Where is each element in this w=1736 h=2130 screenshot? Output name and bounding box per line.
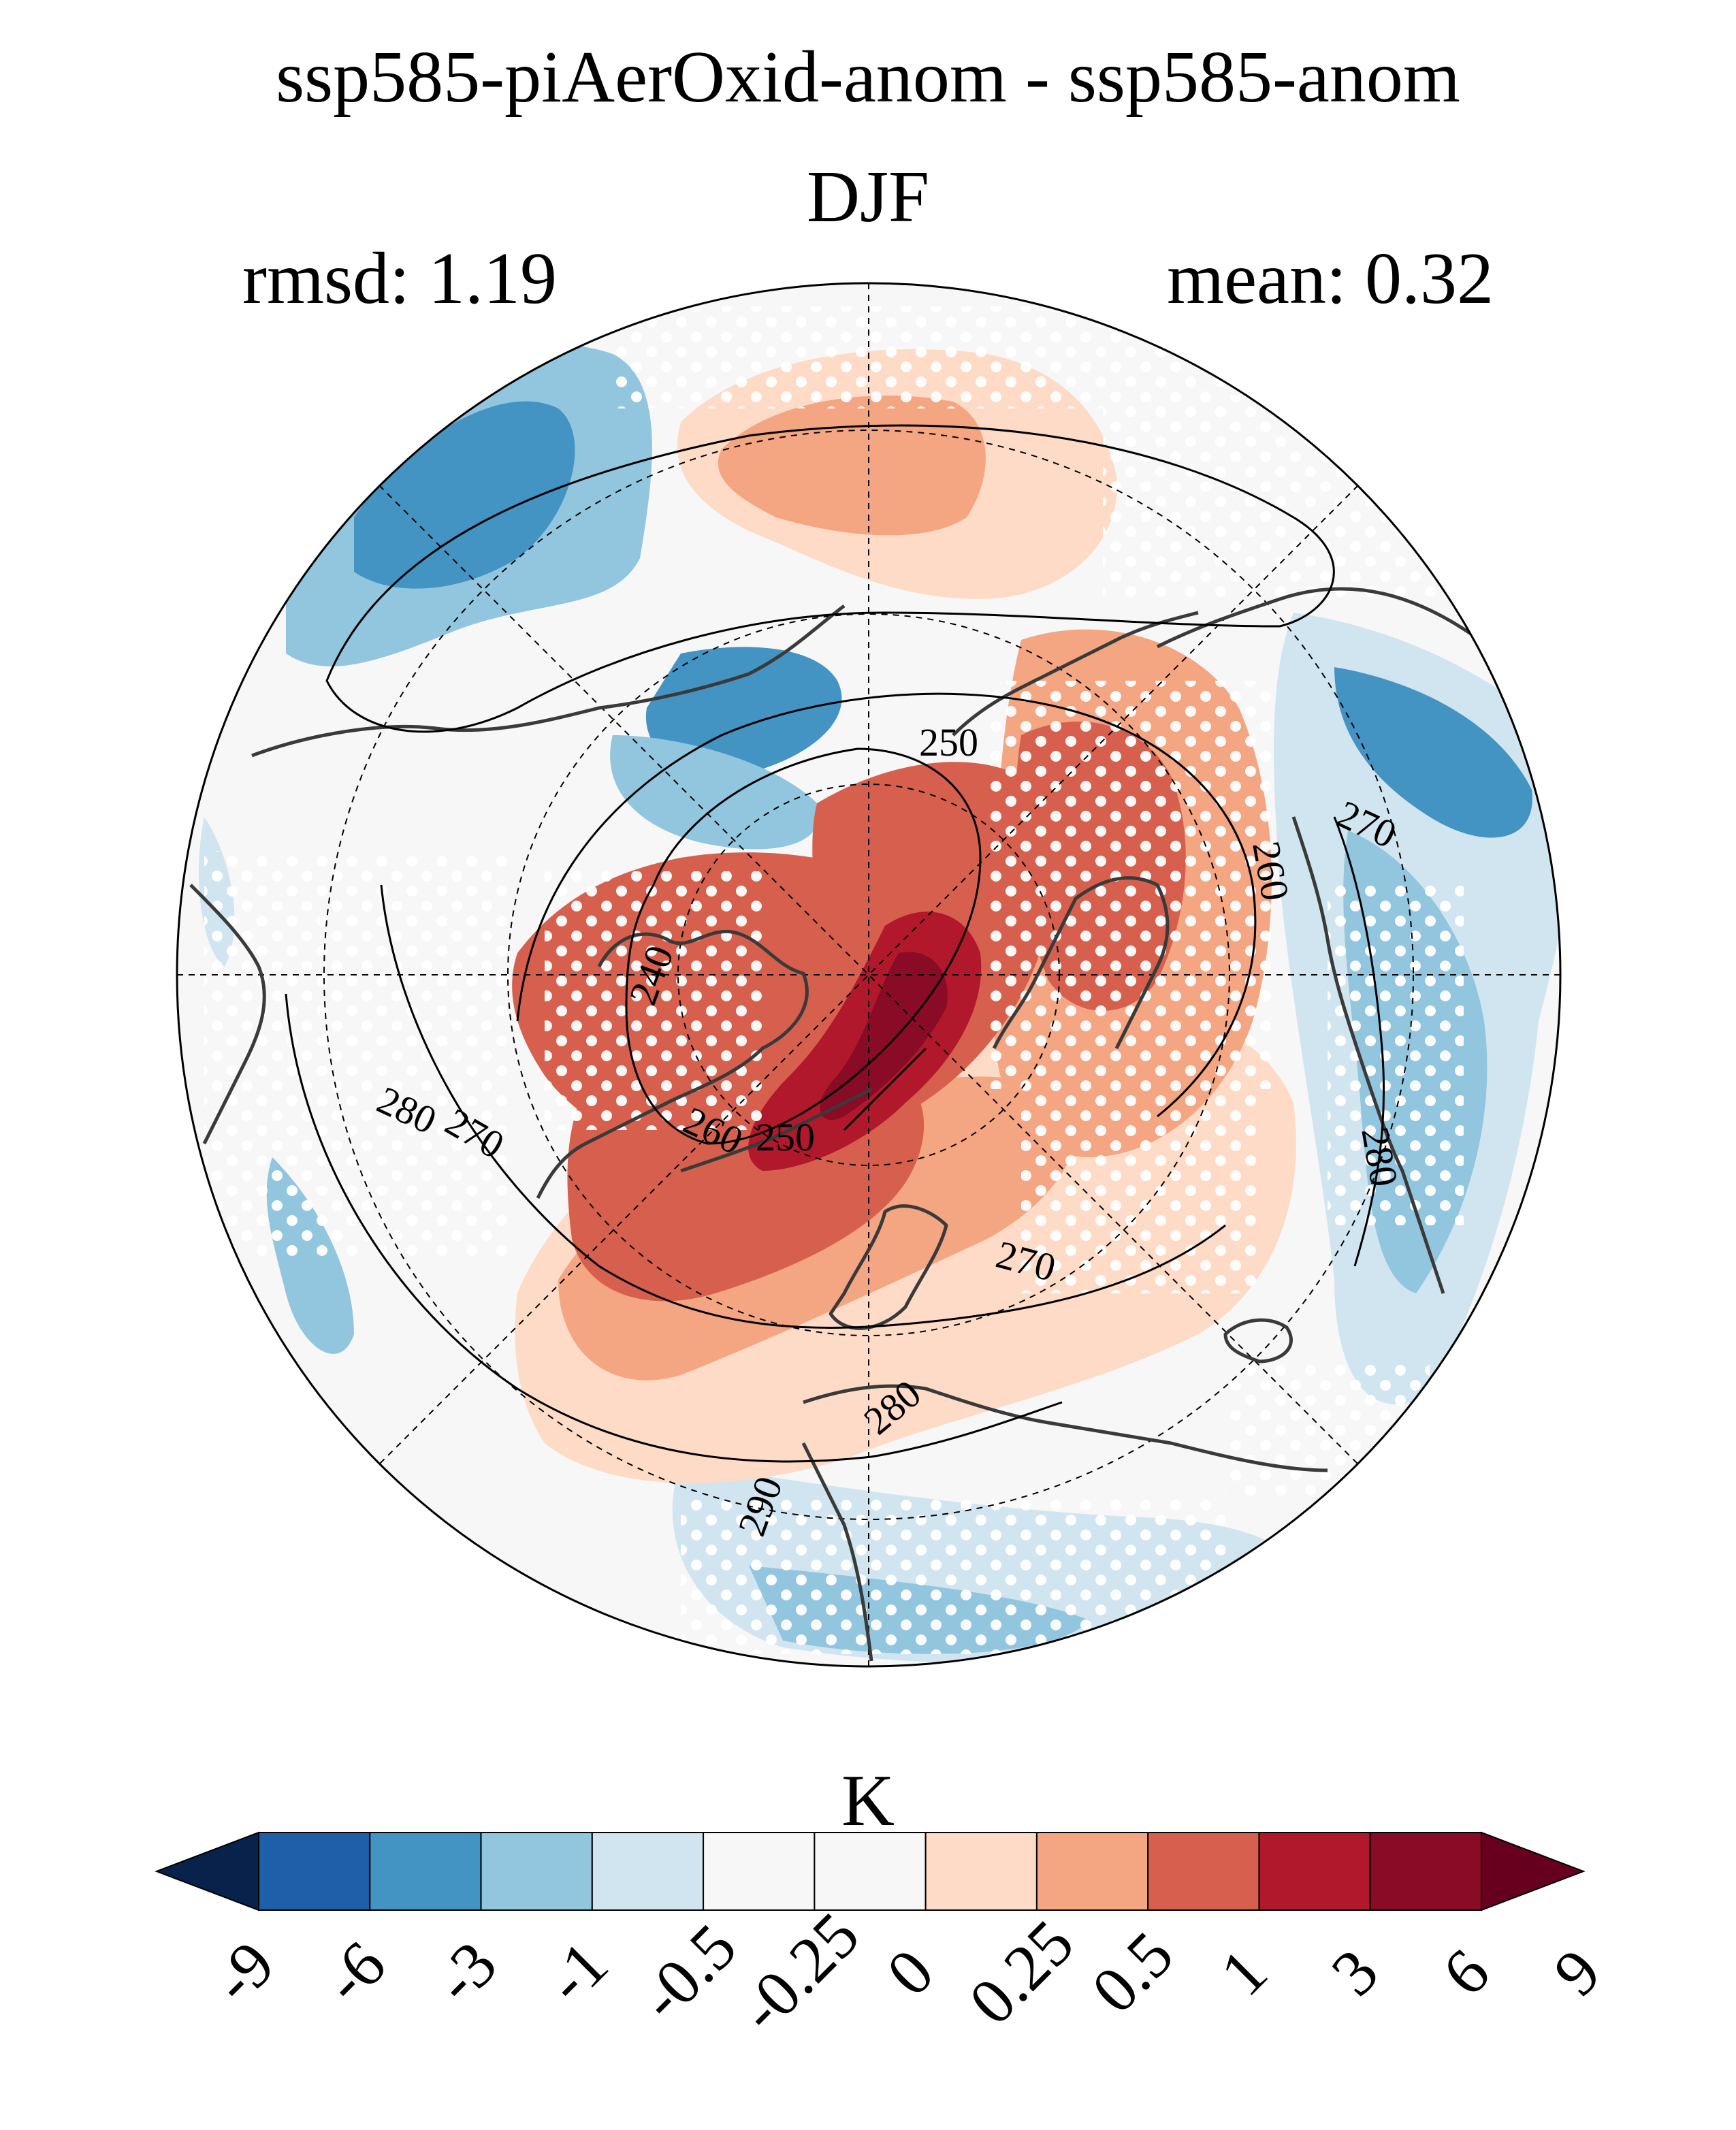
- season-label: DJF: [806, 157, 930, 238]
- contour-label: 280: [1353, 1124, 1407, 1190]
- colorbar-segment: [258, 1832, 371, 1911]
- colorbar-segment: [1035, 1832, 1149, 1911]
- colorbar-tick-label: 0: [873, 1935, 948, 2010]
- colorbar-tick-label: 1: [1206, 1935, 1281, 2010]
- colorbar-segment: [925, 1832, 1038, 1911]
- colorbar-tick-label: -9: [198, 1927, 288, 2017]
- map-disk: 250 260 270 240 280 270 260 250 270 280 …: [177, 283, 1560, 1666]
- significance-stippling: [204, 306, 1464, 1654]
- rmsd-stat: rmsd: 1.19: [242, 238, 558, 319]
- colorbar-tick-label: -3: [420, 1927, 510, 2017]
- colorbar-tick-label: 6: [1428, 1935, 1503, 2010]
- colorbar-tick-label: 0.5: [1078, 1918, 1187, 2027]
- colorbar-tick-label: -1: [532, 1927, 622, 2017]
- colorbar-segment: [1258, 1832, 1371, 1911]
- contour-label: 260: [1244, 838, 1298, 904]
- colorbar: [155, 1831, 1586, 1911]
- colorbar-tick-label: -6: [309, 1927, 399, 2017]
- colorbar-tick-label: 9: [1539, 1935, 1614, 2010]
- map-boundary: [176, 282, 1562, 1668]
- colorbar-segment: [369, 1832, 482, 1911]
- colorbar-tick-label: -0.25: [725, 1898, 873, 2046]
- mean-stat: mean: 0.32: [1167, 238, 1494, 319]
- figure-title: ssp585-piAerOxid-anom - ssp585-anom: [276, 37, 1460, 118]
- colorbar-extend-low: [155, 1831, 259, 1911]
- colorbar-extend-high: [1481, 1831, 1586, 1911]
- contour-label: 250: [756, 1115, 815, 1159]
- colorbar-segment: [703, 1832, 816, 1911]
- colorbar-tick-label: -0.5: [626, 1909, 750, 2034]
- colorbar-segment: [1147, 1832, 1260, 1911]
- colorbar-segment: [1369, 1832, 1483, 1911]
- climatology-contours: [285, 424, 1385, 1463]
- colorbar-tick-label: 0.25: [955, 1906, 1087, 2038]
- colorbar-segment: [480, 1832, 593, 1911]
- colorbar-units: K: [841, 1760, 895, 1841]
- colorbar-segment: [814, 1832, 927, 1911]
- colorbar-segment: [591, 1832, 705, 1911]
- colorbar-tick-label: 3: [1317, 1935, 1392, 2010]
- colorbar-tick-labels: -9 -6 -3 -1 -0.5-0.25 0 0.250.5 1 3 6 9: [198, 1898, 1614, 2046]
- graticule: [177, 283, 1560, 1666]
- coastlines: [189, 587, 1513, 1662]
- contour-label: 250: [919, 720, 978, 764]
